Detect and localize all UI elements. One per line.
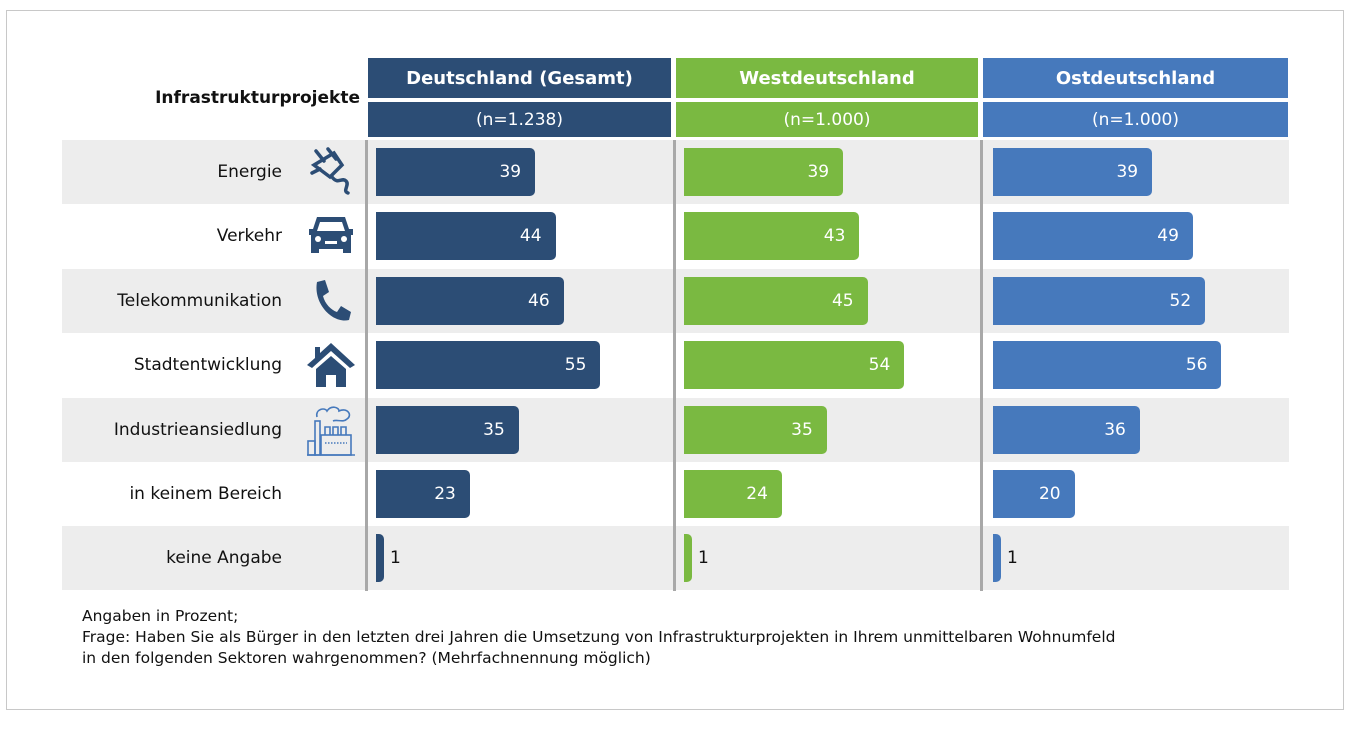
category-label: Energie [217,162,282,182]
bar-value-label: 39 [1116,162,1139,182]
series-header-1: Westdeutschland [676,58,978,98]
bar-2 [993,405,1140,454]
footnote-line-3: in den folgenden Sektoren wahrgenommen? … [82,649,651,667]
bar-value-label: 45 [831,290,854,311]
series-sample-size-0: (n=1.238) [368,102,671,137]
category-label: Stadtentwicklung [133,355,282,376]
bar-value-label: 49 [1157,226,1179,247]
bar-value-label: 35 [791,419,813,440]
bar-2 [993,470,1075,518]
category-label: keine Angabe [166,548,282,569]
bar-value-label: 39 [807,162,830,182]
bar-2 [993,212,1193,261]
bar-value-label: 39 [499,162,522,182]
bar-value-label: 43 [823,226,846,247]
bar-value-label: 35 [483,419,505,440]
column-divider [673,140,676,591]
category-label: in keinem Bereich [129,484,282,504]
bar-2 [993,341,1222,390]
column-divider [365,140,368,591]
bar-0 [376,470,470,518]
series-sample-size-1: (n=1.000) [676,102,978,137]
bar-1 [684,341,905,390]
bar-0 [376,212,556,261]
bar-value-label: 36 [1104,419,1126,440]
bar-0 [376,276,564,325]
series-header-0: Deutschland (Gesamt) [368,58,671,98]
bar-1 [684,534,692,583]
bar-0 [376,405,519,454]
bar-value-label: 20 [1038,484,1061,504]
bar-1 [684,212,860,261]
bar-value-label: 1 [698,548,709,569]
footnote-line-2: Frage: Haben Sie als Bürger in den letzt… [82,628,1116,646]
category-label: Telekommunikation [117,290,282,311]
bar-1 [684,276,868,325]
bar-value-label: 54 [868,355,891,376]
bar-1 [684,148,844,196]
car-icon [302,204,360,268]
chart-title: Infrastrukturprojekte [155,88,360,108]
bar-value-label: 55 [564,355,587,376]
bar-0 [376,534,384,583]
category-label: Industrieansiedlung [113,419,282,440]
bar-2 [993,534,1001,583]
column-divider [980,140,983,591]
footnote-line-1: Angaben in Prozent; [82,607,239,625]
phone-icon [302,269,360,333]
bar-1 [684,470,782,518]
bar-value-label: 52 [1169,290,1192,311]
bar-0 [376,148,536,196]
plug-icon [302,140,360,204]
bar-1 [684,405,827,454]
bar-2 [993,276,1206,325]
bar-value-label: 56 [1185,355,1208,376]
series-sample-size-2: (n=1.000) [983,102,1288,137]
house-icon [302,333,360,397]
category-label: Verkehr [216,226,282,247]
footnote: Angaben in Prozent; Frage: Haben Sie als… [82,606,1115,669]
bar-value-label: 23 [434,484,456,504]
factory-icon [302,398,360,462]
bar-0 [376,341,601,390]
bar-value-label: 46 [528,290,550,311]
bar-value-label: 24 [746,484,768,504]
bar-value-label: 1 [1007,548,1018,569]
bar-value-label: 1 [390,548,401,569]
bar-value-label: 44 [519,226,542,247]
bar-2 [993,148,1153,196]
series-header-2: Ostdeutschland [983,58,1288,98]
